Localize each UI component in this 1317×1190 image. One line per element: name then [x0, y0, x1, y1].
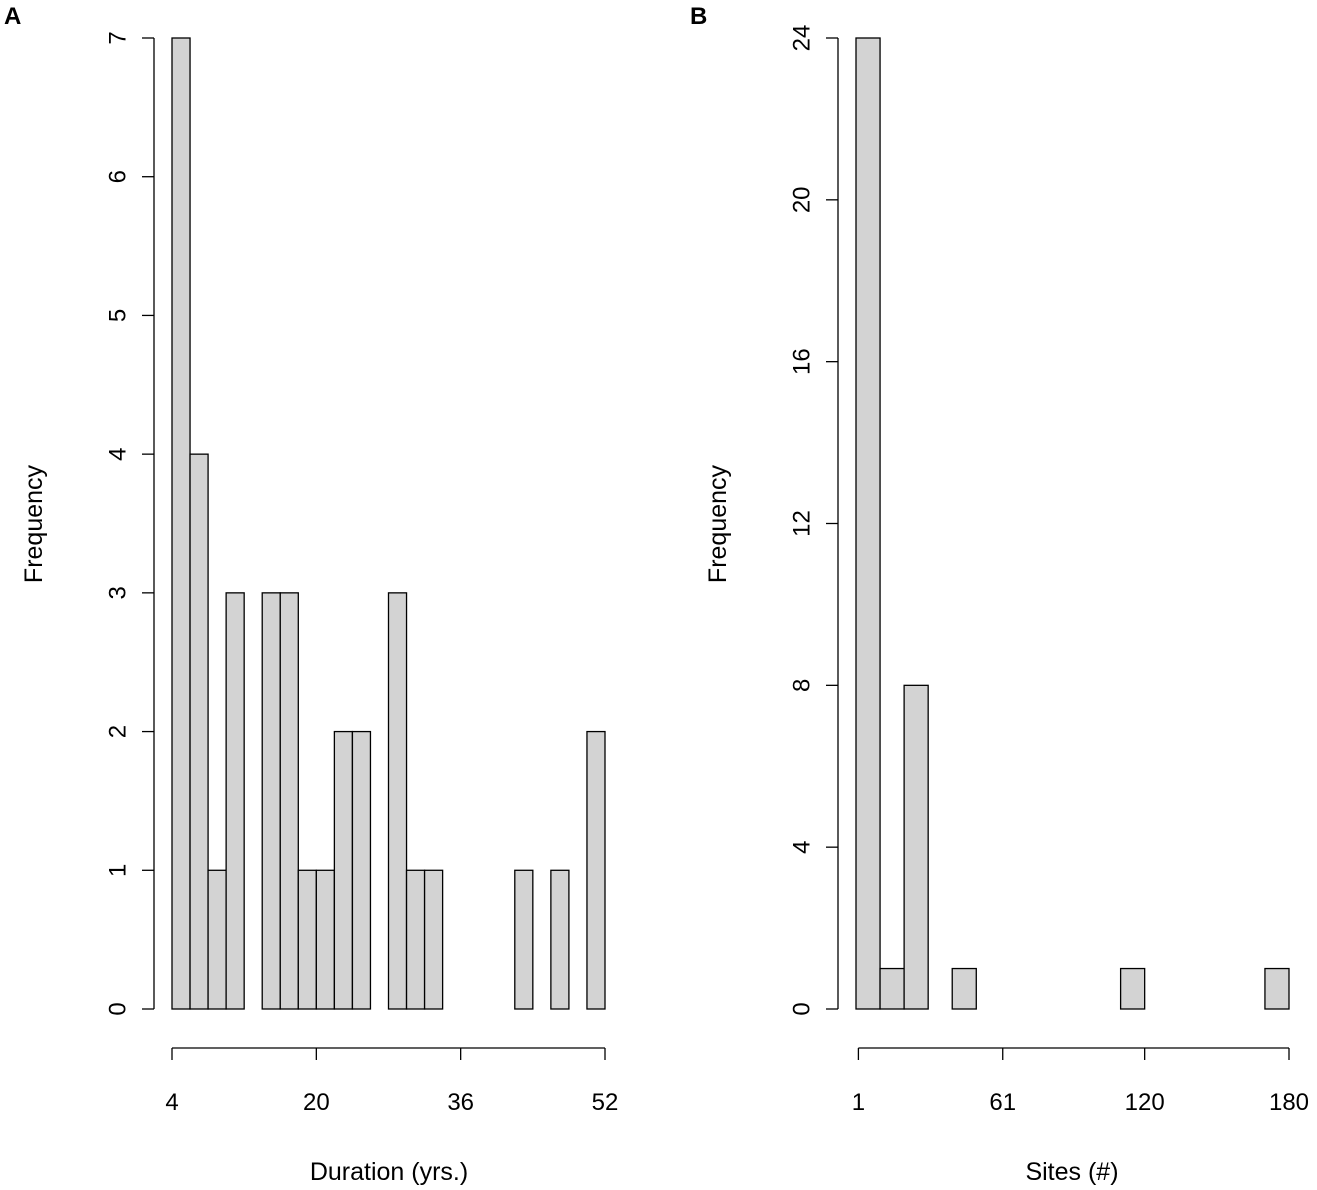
panel-a-duration-histogram: A 0 1 2 3 4 5 6 7 4 20 36 52 Frequency Duration (y…: [4, 3, 618, 1186]
y-tick-label: 6: [105, 170, 132, 183]
histogram-bar: [189, 453, 209, 1010]
histogram-bar: [550, 869, 570, 1010]
panel-b-bars: [855, 37, 1290, 1010]
histogram-bar: [1264, 967, 1290, 1010]
panel-b-letter: B: [690, 3, 707, 30]
y-tick-label: 2: [105, 725, 132, 738]
histogram-bar: [297, 869, 317, 1010]
y-tick-label: 7: [105, 31, 132, 44]
histogram-bar: [387, 592, 408, 1010]
panel-a-x-axis: 4 20 36 52: [165, 1047, 619, 1116]
y-tick-label: 20: [789, 186, 816, 213]
panel-b-x-axis-label: Sites (#): [1025, 1158, 1118, 1186]
y-tick-label: 0: [105, 1002, 132, 1015]
y-tick-label: 8: [789, 679, 816, 692]
histogram-bar: [315, 869, 336, 1010]
x-tick-label: 120: [1125, 1089, 1165, 1116]
histogram-bar: [225, 592, 245, 1010]
x-tick-label: 4: [165, 1089, 178, 1116]
histogram-bar: [351, 730, 372, 1010]
histogram-bar: [879, 967, 905, 1010]
histogram-bar: [514, 869, 534, 1010]
histogram-bar: [951, 967, 977, 1010]
y-tick-label: 1: [105, 864, 132, 877]
y-tick-label: 0: [789, 1002, 816, 1015]
panel-a-letter: A: [4, 3, 21, 30]
x-tick-label: 180: [1269, 1089, 1309, 1116]
y-tick-label: 12: [789, 510, 816, 537]
x-tick-label: 36: [447, 1089, 474, 1116]
y-tick-label: 3: [105, 586, 132, 599]
x-tick-label: 1: [852, 1089, 865, 1116]
histogram-bar: [903, 684, 929, 1010]
histogram-bar: [423, 869, 444, 1010]
histogram-bar: [855, 37, 881, 1010]
x-tick-label: 52: [592, 1089, 619, 1116]
histogram-bar: [261, 592, 281, 1010]
histogram-bar: [586, 730, 606, 1010]
histogram-bar: [279, 592, 299, 1010]
panel-b-y-axis-label: Frequency: [704, 464, 732, 583]
x-tick-label: 20: [303, 1089, 330, 1116]
histogram-bar: [405, 869, 426, 1010]
panel-a-bars: [171, 37, 606, 1010]
histogram-bar: [333, 730, 354, 1010]
histogram-bar: [171, 37, 191, 1010]
panel-a-y-axis: 0 1 2 3 4 5 6 7: [105, 31, 155, 1016]
panel-b-y-axis: 0 4 8 12 16 20 24: [789, 25, 839, 1016]
panel-b-x-axis: 1 61 120 180: [852, 1047, 1309, 1116]
y-tick-label: 4: [105, 447, 132, 460]
x-tick-label: 61: [989, 1089, 1016, 1116]
y-tick-label: 4: [789, 840, 816, 853]
histogram-bar: [1119, 967, 1146, 1010]
histogram-bar: [207, 869, 227, 1010]
y-tick-label: 5: [105, 309, 132, 322]
panel-a-y-axis-label: Frequency: [20, 464, 48, 583]
panel-b-sites-histogram: B 0 4 8 12 16 20 24 1 61 120 180 Frequency Sites …: [690, 3, 1309, 1186]
y-tick-label: 24: [789, 25, 816, 52]
y-tick-label: 16: [789, 348, 816, 375]
panel-a-x-axis-label: Duration (yrs.): [310, 1158, 468, 1186]
